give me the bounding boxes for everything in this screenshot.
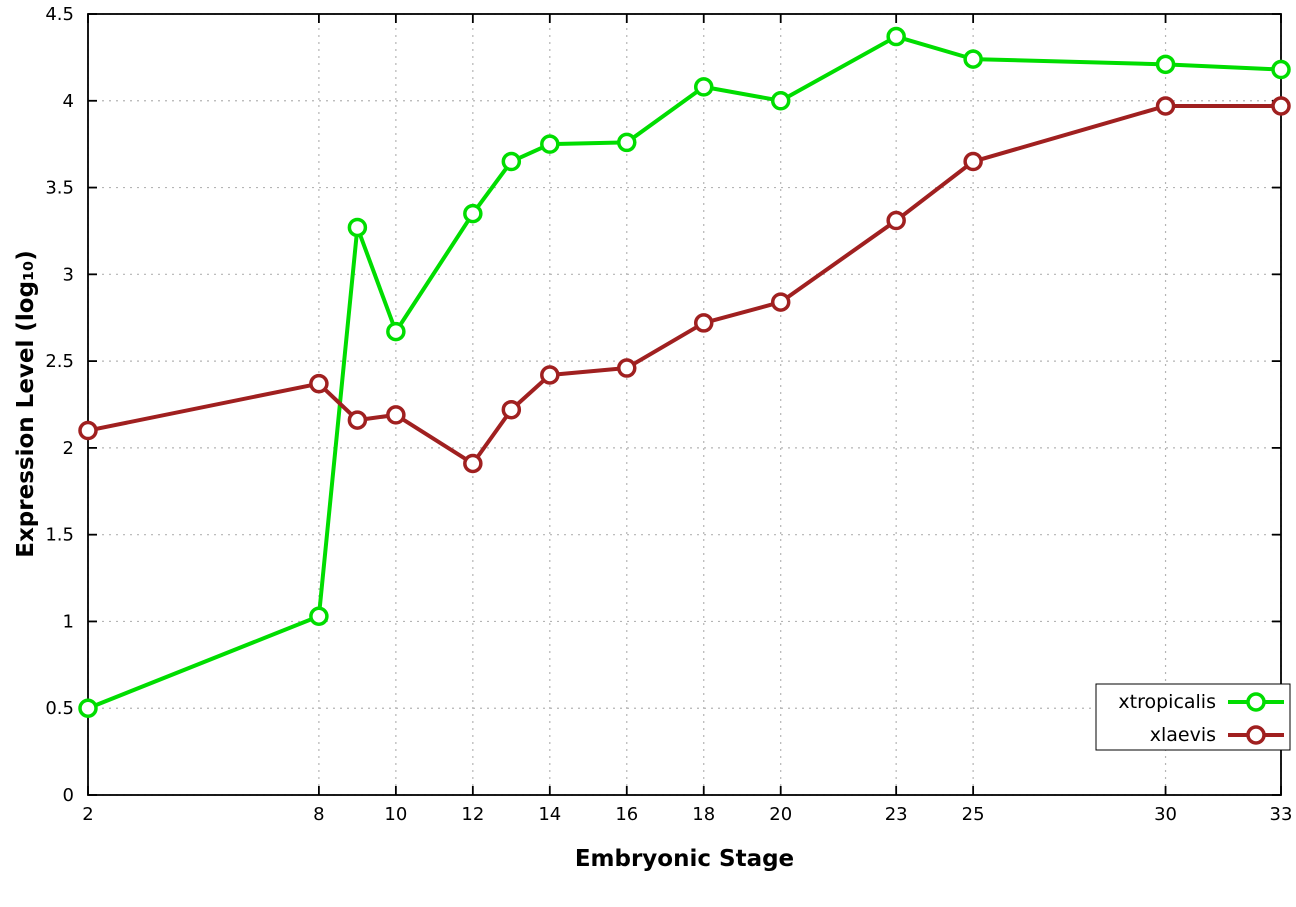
marker-xlaevis bbox=[463, 453, 483, 474]
y-tick-label: 0 bbox=[63, 785, 74, 806]
marker-xlaevis bbox=[886, 210, 906, 231]
y-tick-label: 2 bbox=[63, 438, 74, 459]
marker-xtropicalis bbox=[78, 698, 98, 718]
marker-xtropicalis bbox=[693, 77, 714, 97]
marker-xlaevis bbox=[693, 313, 714, 333]
marker-xtropicalis bbox=[386, 321, 406, 342]
y-tick-label: 1 bbox=[63, 611, 74, 632]
marker-xtropicalis bbox=[347, 217, 368, 238]
y-tick-label: 4.5 bbox=[45, 4, 74, 25]
marker-xtropicalis bbox=[770, 91, 791, 111]
x-tick-label: 10 bbox=[384, 804, 407, 825]
y-tick-label: 0.5 bbox=[45, 698, 74, 719]
x-axis-title: Embryonic Stage bbox=[574, 846, 795, 872]
marker-xlaevis bbox=[617, 358, 637, 378]
y-tick-label: 3 bbox=[63, 264, 74, 285]
x-tick-label: 18 bbox=[692, 804, 715, 825]
marker-xlaevis bbox=[501, 399, 522, 420]
series-line-xlaevis bbox=[86, 103, 1283, 466]
x-tick-label: 20 bbox=[769, 804, 792, 825]
x-tick-label: 30 bbox=[1154, 804, 1177, 825]
marker-xtropicalis bbox=[886, 26, 906, 47]
x-tick-label: 23 bbox=[885, 804, 908, 825]
marker-xlaevis bbox=[1155, 96, 1176, 116]
marker-xlaevis bbox=[309, 373, 329, 394]
legend-label-xtropicalis: xtropicalis bbox=[1118, 691, 1216, 713]
legend-label-xlaevis: xlaevis bbox=[1150, 724, 1216, 746]
x-tick-label: 12 bbox=[461, 804, 484, 825]
legend-sample-marker-xlaevis bbox=[1246, 725, 1266, 745]
marker-xtropicalis bbox=[1271, 59, 1291, 80]
x-tick-label: 14 bbox=[538, 804, 561, 825]
x-tick-label: 25 bbox=[962, 804, 985, 825]
y-tick-label: 3.5 bbox=[45, 178, 74, 199]
marker-xlaevis bbox=[770, 292, 791, 312]
marker-xtropicalis bbox=[963, 49, 983, 69]
x-tick-label: 2 bbox=[82, 804, 93, 825]
y-tick-label: 4 bbox=[63, 91, 74, 112]
y-tick-label: 1.5 bbox=[45, 525, 74, 546]
marker-xlaevis bbox=[347, 410, 368, 430]
x-tick-label: 33 bbox=[1270, 804, 1293, 825]
y-tick-label: 2.5 bbox=[45, 351, 74, 372]
marker-xtropicalis bbox=[463, 203, 483, 224]
marker-xlaevis bbox=[386, 405, 406, 425]
marker-xlaevis bbox=[1271, 96, 1291, 116]
marker-xtropicalis bbox=[617, 132, 637, 153]
marker-xlaevis bbox=[963, 151, 983, 172]
marker-xtropicalis bbox=[1155, 54, 1176, 75]
plot-border bbox=[87, 13, 1282, 796]
marker-xtropicalis bbox=[309, 606, 329, 626]
series-line-xtropicalis bbox=[86, 34, 1283, 711]
marker-xtropicalis bbox=[540, 134, 560, 154]
x-tick-label: 16 bbox=[615, 804, 638, 825]
y-axis-title: Expression Level (log₁₀) bbox=[13, 250, 39, 558]
x-tick-label: 8 bbox=[313, 804, 324, 825]
legend-sample-marker-xtropicalis bbox=[1246, 692, 1266, 712]
marker-xtropicalis bbox=[501, 151, 522, 172]
marker-xlaevis bbox=[78, 420, 98, 441]
marker-xlaevis bbox=[540, 365, 560, 385]
